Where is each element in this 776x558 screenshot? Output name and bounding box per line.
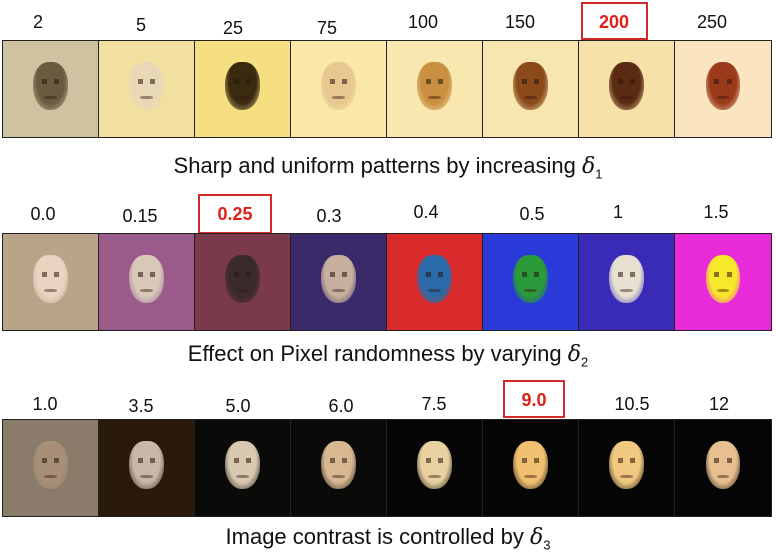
label-1-7: 200	[598, 12, 630, 32]
label-1-6: 150	[504, 12, 536, 32]
caption-3: Image contrast is controlled by δ3	[225, 524, 551, 553]
label-2-3: 0.25	[217, 204, 253, 224]
label-3-3: 5.0	[225, 396, 251, 416]
face-thumbnail	[3, 420, 99, 516]
highlight-box-3	[503, 380, 565, 418]
face-thumbnail	[3, 41, 99, 137]
caption-1: Sharp and uniform patterns by increasing…	[173, 153, 603, 182]
label-2-1: 0.0	[30, 204, 56, 224]
face-thumbnail	[291, 234, 387, 330]
face-thumbnail	[675, 234, 771, 330]
image-strip-3	[2, 419, 772, 517]
face-icon	[609, 255, 644, 304]
label-3-6: 9.0	[521, 390, 547, 410]
face-thumbnail	[387, 420, 483, 516]
label-3-5: 7.5	[421, 394, 447, 414]
face-icon	[33, 62, 68, 111]
face-icon	[225, 441, 260, 490]
face-thumbnail	[579, 420, 675, 516]
face-thumbnail	[579, 41, 675, 137]
label-1-8: 250	[696, 12, 728, 32]
face-thumbnail	[483, 234, 579, 330]
face-icon	[225, 62, 260, 111]
face-icon	[33, 441, 68, 490]
face-icon	[129, 441, 164, 490]
face-icon	[609, 441, 644, 490]
label-3-1: 1.0	[32, 394, 58, 414]
face-thumbnail	[387, 234, 483, 330]
face-icon	[513, 255, 548, 304]
label-2-8: 1.5	[703, 202, 729, 222]
face-thumbnail	[3, 234, 99, 330]
face-icon	[225, 255, 260, 304]
label-1-3: 25	[222, 18, 244, 38]
face-icon	[321, 441, 356, 490]
face-icon	[417, 255, 452, 304]
delta-symbol-3: δ	[530, 525, 544, 550]
label-3-2: 3.5	[128, 396, 154, 416]
highlight-box-1	[581, 2, 648, 40]
face-icon	[705, 441, 741, 490]
face-thumbnail	[195, 234, 291, 330]
label-2-5: 0.4	[413, 202, 439, 222]
face-icon	[417, 441, 452, 490]
face-thumbnail	[387, 41, 483, 137]
face-thumbnail	[483, 41, 579, 137]
face-icon	[321, 255, 356, 304]
label-2-2: 0.15	[122, 206, 158, 226]
face-thumbnail	[675, 420, 771, 516]
face-thumbnail	[675, 41, 771, 137]
face-thumbnail	[99, 420, 195, 516]
face-icon	[705, 255, 741, 304]
face-thumbnail	[291, 41, 387, 137]
label-2-6: 0.5	[519, 204, 545, 224]
delta-symbol-2: δ	[567, 342, 581, 367]
delta-symbol-1: δ	[581, 154, 596, 179]
face-icon	[129, 255, 164, 304]
label-2-4: 0.3	[316, 206, 342, 226]
face-thumbnail	[579, 234, 675, 330]
face-thumbnail	[99, 234, 195, 330]
face-icon	[609, 62, 644, 111]
face-icon	[33, 255, 68, 304]
label-1-4: 75	[316, 18, 338, 38]
label-3-8: 12	[708, 394, 730, 414]
label-2-7: 1	[612, 202, 623, 222]
image-strip-1	[2, 40, 772, 138]
face-icon	[513, 441, 548, 490]
label-1-1: 2	[32, 12, 43, 32]
image-strip-2	[2, 233, 772, 331]
face-thumbnail	[99, 41, 195, 137]
label-3-4: 6.0	[328, 396, 354, 416]
label-3-7: 10.5	[614, 394, 650, 414]
face-icon	[129, 62, 164, 111]
face-icon	[321, 62, 356, 111]
face-icon	[705, 62, 741, 111]
face-icon	[417, 62, 452, 111]
face-thumbnail	[195, 420, 291, 516]
face-thumbnail	[291, 420, 387, 516]
caption-2: Effect on Pixel randomness by varying δ2	[187, 341, 589, 370]
face-icon	[513, 62, 548, 111]
label-1-5: 100	[407, 12, 439, 32]
label-1-2: 5	[135, 15, 146, 35]
face-thumbnail	[483, 420, 579, 516]
face-thumbnail	[195, 41, 291, 137]
